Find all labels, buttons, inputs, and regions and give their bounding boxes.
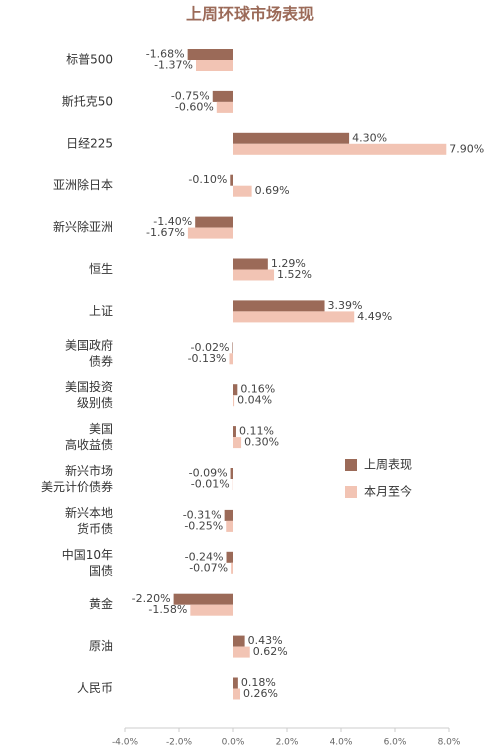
value-label: 0.18% xyxy=(241,676,276,689)
bar xyxy=(226,551,233,563)
category-label: 新兴市场美元计价债券 xyxy=(41,463,113,494)
value-label: -0.10% xyxy=(188,173,227,186)
value-label: 4.30% xyxy=(352,131,387,144)
value-label: 1.52% xyxy=(277,268,312,281)
legend-label: 上周表现 xyxy=(364,458,412,472)
bar xyxy=(196,60,233,71)
bar xyxy=(233,300,325,312)
x-tick-label: 4.0% xyxy=(330,738,353,748)
legend-swatch xyxy=(345,486,357,498)
bar xyxy=(233,269,275,281)
bar xyxy=(232,342,233,354)
category-label: 标普500 xyxy=(66,53,113,67)
bar xyxy=(230,174,233,186)
x-tick-label: 2.0% xyxy=(276,738,299,748)
value-label: 0.62% xyxy=(253,645,288,658)
bar xyxy=(226,520,233,532)
bar xyxy=(173,593,233,605)
bar xyxy=(233,258,268,270)
x-tick-label: -4.0% xyxy=(112,738,139,748)
bar xyxy=(216,101,233,113)
value-label: 0.04% xyxy=(237,394,272,407)
bar xyxy=(231,562,233,574)
bar xyxy=(233,185,252,197)
category-label: 上证 xyxy=(89,304,113,318)
value-label: 0.11% xyxy=(239,425,274,438)
value-label: -2.20% xyxy=(132,592,171,605)
x-tick-label: -2.0% xyxy=(166,738,193,748)
value-label: 1.29% xyxy=(271,257,306,270)
value-label: -0.07% xyxy=(189,561,228,574)
x-tick-label: 0.0% xyxy=(222,738,245,748)
value-label: -0.09% xyxy=(189,467,228,480)
category-label: 新兴除亚洲 xyxy=(53,219,113,234)
value-label: 3.39% xyxy=(328,299,363,312)
bar xyxy=(233,395,235,407)
value-label: 0.26% xyxy=(243,687,278,700)
bar xyxy=(187,227,233,239)
bar xyxy=(233,311,355,323)
bar xyxy=(229,353,233,365)
category-label: 新兴本地货币债 xyxy=(65,504,113,535)
value-label: -0.60% xyxy=(175,100,214,113)
bar xyxy=(190,604,233,616)
legend-label: 本月至今 xyxy=(364,484,412,499)
category-label: 斯托克50 xyxy=(62,94,113,108)
value-label: -1.68% xyxy=(146,48,185,61)
chart-title: 上周环球市场表现 xyxy=(186,5,314,24)
category-label: 中国10年国债 xyxy=(62,546,113,577)
category-label: 美国政府债券 xyxy=(65,337,113,368)
category-label: 人民币 xyxy=(77,681,113,695)
bar xyxy=(233,143,447,155)
x-tick-label: 6.0% xyxy=(384,738,407,748)
category-label: 日经225 xyxy=(66,136,113,150)
x-tick-label: 8.0% xyxy=(438,738,461,748)
value-label: 0.16% xyxy=(240,383,275,396)
bar xyxy=(233,384,238,396)
value-label: -1.37% xyxy=(154,59,193,72)
value-label: -0.24% xyxy=(185,550,224,563)
bar xyxy=(187,49,233,60)
bar xyxy=(233,426,236,438)
category-label: 黄金 xyxy=(89,596,113,611)
bar xyxy=(233,437,242,449)
category-label: 原油 xyxy=(89,639,113,653)
legend-swatch xyxy=(345,459,357,471)
value-label: 4.49% xyxy=(357,310,392,323)
bar xyxy=(233,132,350,144)
value-label: -0.75% xyxy=(171,89,210,102)
bar xyxy=(233,646,250,658)
value-label: -1.40% xyxy=(153,215,192,228)
value-label: -0.01% xyxy=(191,478,230,491)
value-label: 0.30% xyxy=(244,436,279,449)
value-label: -0.31% xyxy=(183,508,222,521)
bar xyxy=(212,90,233,102)
category-label: 美国投资级别债 xyxy=(65,379,113,410)
value-label: -0.02% xyxy=(191,341,230,354)
value-label: -1.58% xyxy=(148,603,187,616)
bar xyxy=(233,635,245,647)
category-label: 亚洲除日本 xyxy=(53,177,113,192)
value-label: 7.90% xyxy=(449,142,484,155)
value-label: -0.25% xyxy=(184,519,223,532)
value-label: -0.13% xyxy=(188,352,227,365)
value-label: -1.67% xyxy=(146,226,185,239)
value-label: 0.43% xyxy=(248,634,283,647)
bar xyxy=(233,677,238,689)
bar xyxy=(233,688,241,700)
bar xyxy=(230,468,233,479)
bar xyxy=(224,509,233,521)
bar xyxy=(195,216,233,228)
category-label: 美国高收益债 xyxy=(65,422,113,452)
value-label: 0.69% xyxy=(255,184,290,197)
category-label: 恒生 xyxy=(89,262,113,276)
